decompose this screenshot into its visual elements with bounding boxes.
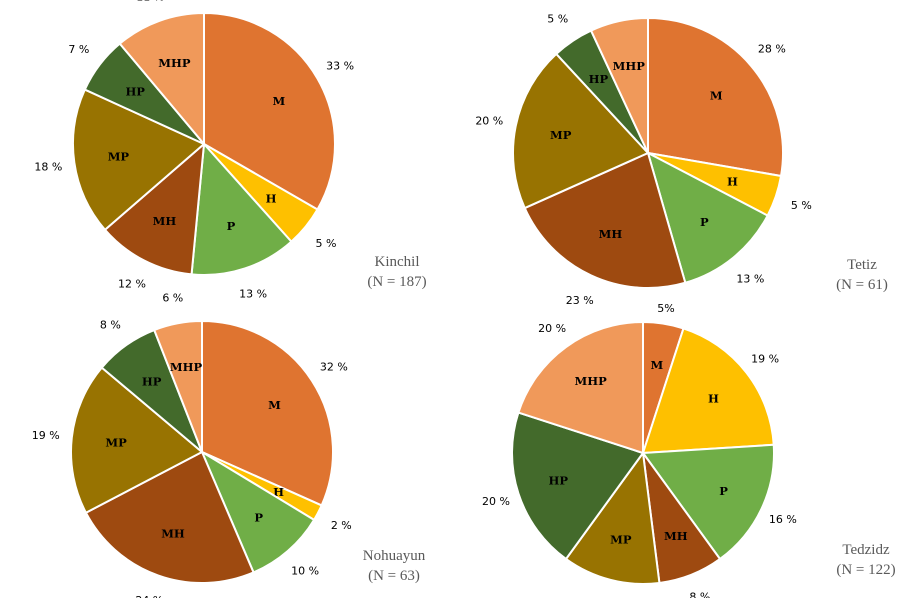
pie-slice-mp <box>512 52 649 210</box>
pie-slice-mhp <box>517 321 644 454</box>
slice-percent-label: 19 % <box>751 352 779 365</box>
slice-category-label: H <box>727 175 738 189</box>
pie-slice-m <box>647 17 784 177</box>
tetiz-n-label: (N = 61) <box>836 277 888 293</box>
slice-category-label: HP <box>589 72 609 86</box>
slice-percent-label: 24 % <box>135 594 163 598</box>
slice-percent-label: 12 % <box>591 597 619 598</box>
slice-category-label: MHP <box>613 59 646 73</box>
slice-category-label: MHP <box>158 56 191 70</box>
pie-slice-mh <box>523 152 687 289</box>
slice-category-label: MHP <box>574 374 607 388</box>
slice-category-label: MHP <box>170 360 203 374</box>
pie-slice-mhp <box>153 320 203 453</box>
tedzidz-pie: M 5% H 19 % P 16 % MH 8 % MP 12 % HP 20 % MHP 20 % <box>482 302 797 598</box>
tetiz-pie: M 28 % H 5 % P 13 % MH 23 % MP 20 % HP 5 % MHP 7 % <box>475 0 812 307</box>
slice-category-label: MP <box>550 128 572 142</box>
tedzidz-n-label: (N = 122) <box>836 562 895 578</box>
pie-slice-mhp <box>118 12 205 145</box>
kinchil-title: Kinchil <box>375 254 420 270</box>
slice-category-label: MH <box>664 529 688 543</box>
pie-slice-p <box>647 152 769 284</box>
slice-percent-label: 5 % <box>791 199 812 212</box>
nohuayun-n-label: (N = 63) <box>368 568 420 584</box>
slice-percent-label: 7 % <box>68 43 89 56</box>
slice-percent-label: 8 % <box>689 591 710 598</box>
pie-slice-hp <box>511 411 644 560</box>
slice-percent-label: 5% <box>657 302 674 315</box>
nohuayun-pie: M 32 % H 2 % P 10 % MH 24 % MP 19 % HP 8 % MHP 6 % <box>32 292 352 598</box>
slice-category-label: MP <box>610 532 632 546</box>
slice-percent-label: 28 % <box>758 43 786 56</box>
slice-category-label: HP <box>549 474 569 488</box>
slice-percent-label: 20 % <box>475 115 503 128</box>
pie-slice-p <box>201 451 316 574</box>
slice-percent-label: 20 % <box>538 322 566 335</box>
pie-slice-mh <box>84 451 255 584</box>
slice-category-label: H <box>708 391 719 405</box>
slice-percent-label: 23 % <box>566 294 594 307</box>
pie-slice-mp <box>69 366 203 514</box>
pie-slice-mp <box>565 452 661 585</box>
slice-category-label: M <box>273 94 286 108</box>
slice-category-label: P <box>719 484 728 498</box>
slice-percent-label: 2 % <box>331 519 352 532</box>
slice-percent-label: 20 % <box>482 495 510 508</box>
slice-percent-label: 16 % <box>769 513 797 526</box>
slice-category-label: M <box>710 89 723 103</box>
slice-category-label: MP <box>108 149 130 163</box>
slice-percent-label: 6 % <box>162 292 183 305</box>
tetiz-title: Tetiz <box>847 257 877 273</box>
pie-slice-p <box>642 443 775 560</box>
slice-category-label: M <box>268 398 281 412</box>
nohuayun-title: Nohuayun <box>363 548 426 564</box>
slice-category-label: P <box>700 215 709 229</box>
slice-category-label: HP <box>142 375 162 389</box>
slice-percent-label: 5 % <box>547 13 568 26</box>
slice-category-label: MH <box>153 214 177 228</box>
slice-category-label: HP <box>125 85 145 99</box>
pie-slice-h <box>642 327 775 454</box>
slice-percent-label: 19 % <box>32 429 60 442</box>
slice-percent-label: 12 % <box>118 278 146 291</box>
slice-percent-label: 8 % <box>100 318 121 331</box>
kinchil-n-label: (N = 187) <box>367 274 426 290</box>
pie-slice-mhp <box>590 17 649 154</box>
pie-slice-mh <box>104 143 205 276</box>
kinchil-pie: M 33 % H 5 % P 13 % MH 12 % MP 18 % HP 7 % MHP 11 % <box>34 0 354 300</box>
tedzidz-title: Tedzidz <box>842 542 890 558</box>
slice-percent-label: 13 % <box>239 287 267 300</box>
slice-category-label: P <box>254 510 263 524</box>
slice-percent-label: 5 % <box>316 237 337 250</box>
slice-percent-label: 13 % <box>736 273 764 286</box>
slice-category-label: M <box>651 358 664 372</box>
slice-percent-label: 32 % <box>320 361 348 374</box>
slice-category-label: MH <box>161 526 185 540</box>
slice-percent-label: 7 % <box>603 0 624 2</box>
slice-category-label: P <box>227 219 236 233</box>
slice-category-label: H <box>266 192 277 206</box>
pie-slice-m <box>203 12 336 211</box>
slice-category-label: H <box>273 485 284 499</box>
slice-percent-label: 33 % <box>326 59 354 72</box>
slice-percent-label: 10 % <box>291 565 319 578</box>
slice-percent-label: 11 % <box>136 0 164 3</box>
pie-slice-mp <box>72 88 205 231</box>
slice-category-label: MP <box>105 436 127 450</box>
slice-percent-label: 18 % <box>34 160 62 173</box>
pie-slice-m <box>201 320 334 507</box>
slice-category-label: MH <box>599 227 623 241</box>
pie-slice-p <box>190 143 293 276</box>
